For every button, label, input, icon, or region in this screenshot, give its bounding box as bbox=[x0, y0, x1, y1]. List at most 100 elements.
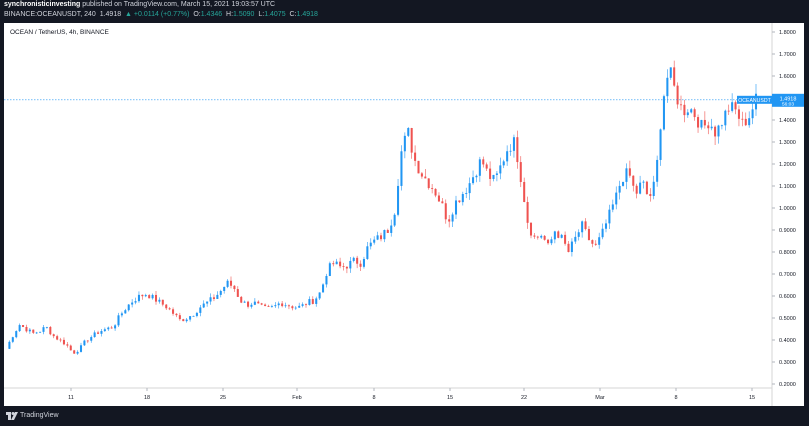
price-tick-label: 0.2000 bbox=[779, 382, 796, 388]
price-tick-label: 1.0000 bbox=[779, 206, 796, 212]
publish-line: synchronisticinvesting published on Trad… bbox=[4, 1, 275, 8]
tradingview-logo-icon bbox=[6, 412, 18, 420]
candle-body bbox=[427, 178, 430, 189]
candle-body bbox=[172, 309, 175, 314]
candle-body bbox=[315, 298, 318, 304]
candle-body bbox=[66, 344, 69, 346]
candle-body bbox=[615, 192, 618, 205]
candle-body bbox=[90, 337, 93, 341]
candle-body bbox=[697, 117, 700, 128]
candle-body bbox=[8, 341, 11, 349]
candle-body bbox=[478, 159, 481, 176]
candle-body bbox=[502, 161, 505, 166]
candle-body bbox=[386, 230, 389, 233]
candle-body bbox=[250, 304, 253, 307]
candle-body bbox=[42, 327, 45, 332]
candle-body bbox=[189, 316, 192, 320]
candle-body bbox=[570, 241, 573, 253]
candle-body bbox=[83, 340, 86, 346]
candle-body bbox=[482, 159, 485, 165]
candle-body bbox=[127, 304, 130, 311]
symbol-name[interactable]: BINANCE:OCEANUSDT, 240 bbox=[4, 11, 96, 18]
candle-body bbox=[137, 294, 140, 302]
time-tick-label: 11 bbox=[68, 395, 74, 401]
candle-body bbox=[454, 200, 458, 215]
candle-body bbox=[475, 175, 478, 178]
candle-body bbox=[495, 173, 498, 175]
time-tick-label: 22 bbox=[521, 395, 527, 401]
candle-body bbox=[260, 303, 263, 305]
candle-body bbox=[656, 159, 659, 182]
candle-body bbox=[97, 332, 100, 334]
candle-body bbox=[441, 201, 444, 204]
price-tick-label: 0.5000 bbox=[779, 316, 796, 322]
author-name[interactable]: synchronisticinvesting bbox=[4, 1, 81, 8]
candle-body bbox=[598, 237, 601, 245]
time-tick-label: 18 bbox=[144, 395, 150, 401]
symbol-line: BINANCE:OCEANUSDT, 240 1.4918 ▲ +0.0114 … bbox=[4, 11, 318, 18]
candle-body bbox=[540, 235, 543, 238]
candle-body bbox=[264, 304, 267, 306]
candle-body bbox=[25, 326, 28, 332]
time-tick-label: 8 bbox=[674, 395, 677, 401]
chart-panel[interactable]: 0.2000 0.3000 0.4000 0.5000 0.6000 0.7000 0.80… bbox=[4, 23, 804, 406]
time-tick-label: 15 bbox=[749, 395, 755, 401]
candle-body bbox=[45, 326, 48, 328]
candle-body bbox=[516, 137, 519, 163]
candle-body bbox=[666, 77, 669, 97]
candle-body bbox=[301, 304, 304, 306]
candle-body bbox=[591, 240, 594, 244]
candles-group bbox=[8, 60, 758, 355]
candle-body bbox=[676, 85, 679, 105]
candle-body bbox=[86, 340, 89, 342]
candle-body bbox=[304, 304, 308, 306]
candle-body bbox=[437, 195, 440, 202]
candle-body bbox=[673, 67, 676, 86]
candle-body bbox=[625, 168, 628, 182]
candle-body bbox=[267, 305, 270, 307]
candle-body bbox=[410, 128, 413, 153]
candle-body bbox=[56, 336, 59, 340]
candle-body bbox=[690, 109, 693, 113]
candle-body bbox=[748, 118, 751, 126]
candle-body bbox=[458, 200, 461, 203]
candle-body bbox=[431, 188, 434, 189]
candle-body bbox=[659, 129, 662, 160]
candle-body bbox=[550, 239, 553, 244]
candle-body bbox=[131, 302, 134, 305]
candle-body bbox=[325, 275, 328, 285]
candle-body bbox=[734, 102, 737, 110]
candle-body bbox=[584, 221, 587, 230]
candle-body bbox=[403, 135, 406, 152]
candle-body bbox=[161, 299, 164, 305]
symbol-price-tag-label: OCEANUSDT bbox=[738, 98, 771, 104]
candle-body bbox=[434, 188, 437, 196]
candle-body bbox=[581, 221, 584, 233]
price-tick-label: 1.4000 bbox=[779, 118, 796, 124]
candle-body bbox=[604, 223, 608, 229]
candle-body bbox=[165, 304, 168, 309]
candle-body bbox=[178, 315, 181, 320]
candle-body bbox=[499, 165, 502, 174]
candle-body bbox=[185, 319, 188, 322]
candle-body bbox=[206, 301, 209, 304]
last-price-tag-value: 1.4918 bbox=[780, 96, 797, 102]
price-tick-label: 0.9000 bbox=[779, 228, 796, 234]
candlestick-chart[interactable]: 0.2000 0.3000 0.4000 0.5000 0.6000 0.7000 0.80… bbox=[4, 23, 804, 406]
price-change: +0.0114 (+0.77%) bbox=[133, 11, 190, 18]
candle-body bbox=[22, 325, 25, 327]
candle-body bbox=[257, 301, 260, 304]
candle-body bbox=[114, 325, 117, 329]
candle-body bbox=[628, 168, 631, 176]
candle-body bbox=[352, 257, 355, 261]
candle-body bbox=[669, 67, 672, 78]
candle-body bbox=[281, 303, 284, 307]
candle-body bbox=[683, 104, 686, 116]
candle-body bbox=[536, 236, 539, 238]
candle-body bbox=[277, 303, 280, 306]
tradingview-brand[interactable]: TradingView bbox=[20, 412, 59, 419]
candle-body bbox=[247, 301, 250, 307]
high-label: H: bbox=[226, 11, 234, 18]
candle-body bbox=[710, 126, 713, 129]
candle-body bbox=[424, 176, 427, 179]
